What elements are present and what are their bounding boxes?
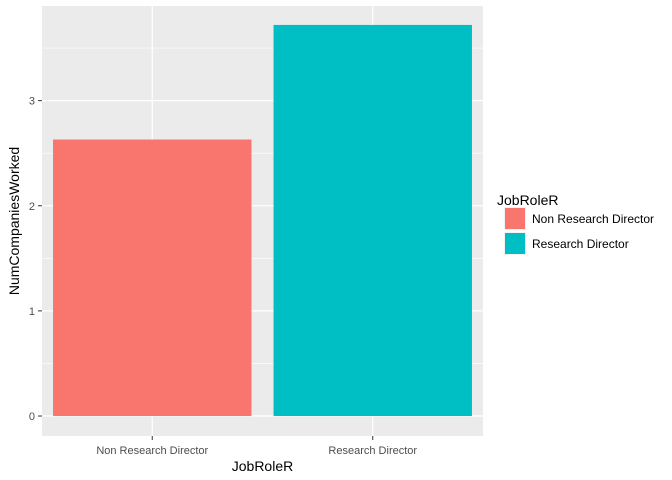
y-axis-ticks: 0 1 2 3 — [29, 96, 42, 423]
legend-label: Research Director — [532, 237, 629, 251]
bars — [53, 24, 472, 417]
y-tick-label: 0 — [29, 411, 35, 423]
legend-swatch — [505, 208, 525, 229]
x-axis-title: JobRoleR — [232, 458, 293, 474]
y-tick-label: 2 — [29, 201, 35, 213]
legend-swatch — [505, 233, 525, 254]
x-tick-label: Research Director — [328, 445, 417, 457]
legend: JobRoleR Non Research Director Research D… — [497, 192, 654, 255]
legend-items: Non Research Director Research Director — [504, 207, 654, 255]
legend-label: Non Research Director — [532, 212, 654, 226]
y-axis-title: NumCompaniesWorked — [6, 147, 22, 295]
bar-non-research-director — [53, 139, 252, 417]
y-tick-label: 1 — [29, 306, 35, 318]
y-tick-label: 3 — [29, 96, 35, 108]
bar-research-director — [273, 24, 472, 417]
x-axis-ticks: Non Research Director Research Director — [96, 436, 417, 457]
legend-title: JobRoleR — [497, 192, 558, 208]
x-tick-label: Non Research Director — [96, 445, 208, 457]
